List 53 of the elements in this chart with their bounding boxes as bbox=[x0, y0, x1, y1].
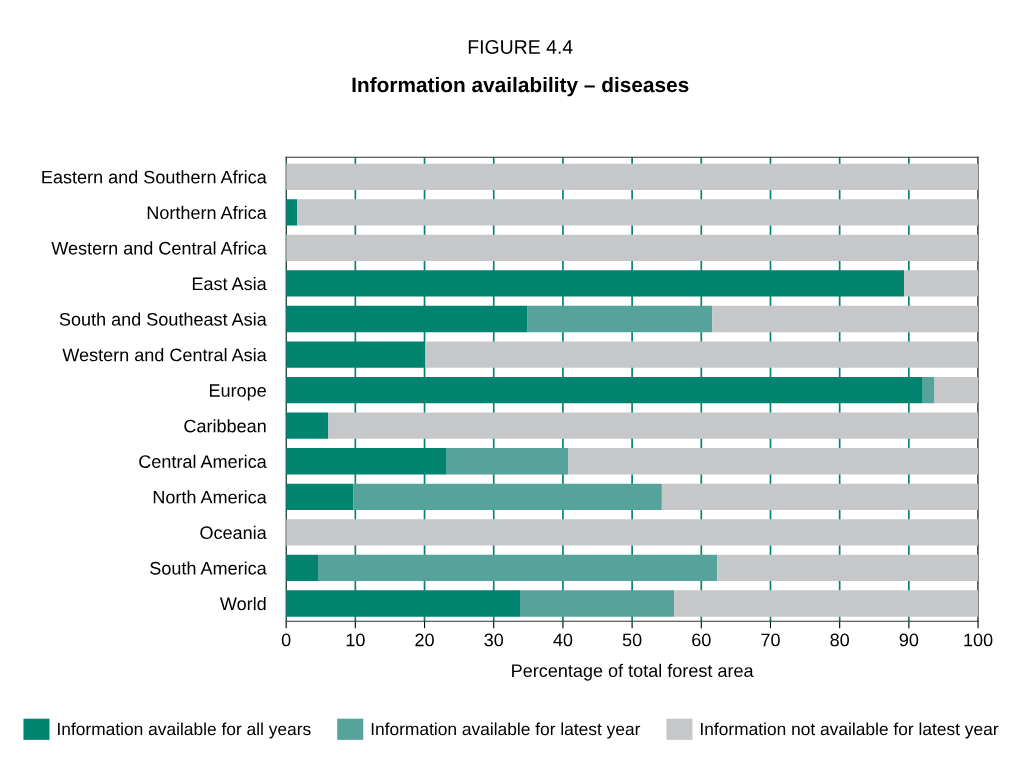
bar bbox=[446, 448, 569, 475]
bar bbox=[286, 483, 354, 510]
bar bbox=[527, 305, 713, 333]
x-tick-label: 0 bbox=[281, 633, 291, 647]
y-tick-label: Western and Central Asia bbox=[62, 348, 267, 362]
bar bbox=[286, 412, 329, 439]
bar bbox=[717, 554, 979, 582]
bar bbox=[568, 448, 979, 475]
y-tick-label: Caribbean bbox=[184, 419, 266, 433]
y-tick-label: South America bbox=[150, 561, 267, 575]
bar bbox=[353, 483, 662, 510]
y-tick-label: Oceania bbox=[200, 525, 267, 540]
legend-label: Information available for latest year bbox=[371, 722, 641, 739]
bar bbox=[712, 305, 979, 333]
x-tick-label: 20 bbox=[415, 633, 434, 647]
y-tick-label: Eastern and Southern Africa bbox=[42, 170, 267, 184]
bar bbox=[286, 163, 979, 190]
x-tick-label: 80 bbox=[830, 633, 850, 647]
chart-subtitle: FIGURE 4.4 bbox=[468, 40, 573, 54]
x-tick-label: 10 bbox=[346, 633, 365, 647]
y-tick-label: Northern Africa bbox=[147, 205, 267, 220]
bar bbox=[922, 376, 935, 404]
chart-title: Information availability – diseases bbox=[352, 76, 689, 97]
bar bbox=[661, 483, 979, 510]
x-axis-title: Percentage of total forest area bbox=[512, 663, 754, 681]
y-tick-label: South and Southeast Asia bbox=[59, 312, 267, 326]
x-tick-label: 30 bbox=[484, 633, 504, 647]
x-tick-label: 100 bbox=[964, 633, 993, 647]
x-tick-label: 40 bbox=[553, 633, 573, 647]
bar bbox=[286, 199, 298, 226]
y-tick-label: World bbox=[219, 596, 266, 611]
y-tick-label: Central America bbox=[139, 454, 267, 468]
bar bbox=[317, 554, 718, 582]
bar bbox=[425, 341, 979, 368]
legend-label: Information not available for latest year bbox=[701, 722, 999, 739]
bar bbox=[934, 376, 979, 404]
bar bbox=[286, 519, 979, 546]
bar bbox=[328, 412, 979, 439]
x-tick-label: 50 bbox=[622, 633, 642, 647]
legend-label: Information available for all years bbox=[58, 722, 311, 739]
y-tick-label: Western and Central Africa bbox=[51, 241, 267, 255]
x-tick-label: 70 bbox=[761, 633, 780, 647]
bar bbox=[297, 199, 979, 226]
x-tick-label: 60 bbox=[692, 633, 711, 647]
bar bbox=[286, 554, 318, 582]
bar bbox=[286, 234, 979, 262]
x-tick-label: 90 bbox=[899, 633, 919, 647]
y-tick-label: North America bbox=[153, 490, 267, 504]
bar bbox=[674, 590, 979, 617]
y-tick-label: East Asia bbox=[192, 276, 267, 291]
y-tick-label: Europe bbox=[209, 384, 266, 401]
bar bbox=[520, 590, 675, 617]
bar bbox=[904, 270, 979, 297]
